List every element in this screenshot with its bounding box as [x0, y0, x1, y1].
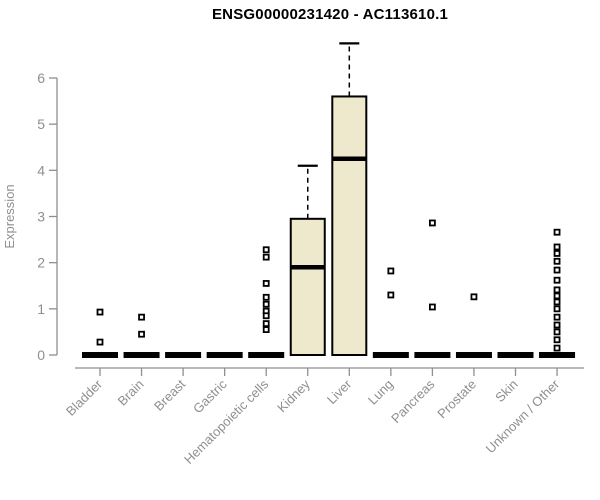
outlier-point [553, 292, 561, 300]
outlier-point [96, 338, 104, 346]
boxplot-lung [372, 267, 409, 358]
outlier-point [138, 330, 145, 338]
y-tick-label: 1 [37, 301, 45, 317]
collapsed-box [165, 352, 202, 358]
x-category-label: Gastric [190, 376, 230, 416]
collapsed-box [372, 352, 409, 358]
boxplot-liver [331, 42, 368, 356]
outlier-point [553, 336, 561, 344]
x-category-label: Lung [365, 377, 396, 408]
y-tick-label: 0 [37, 347, 45, 363]
outlier-point [553, 298, 561, 306]
outlier-point [553, 250, 561, 257]
box [289, 217, 326, 356]
boxplot-brain [123, 313, 160, 358]
outlier-point [553, 344, 561, 352]
outlier-point [262, 300, 270, 308]
collapsed-box [123, 352, 160, 358]
boxplot-pancreas [414, 219, 451, 358]
x-category-label: Skin [492, 377, 520, 405]
outlier-point [138, 313, 145, 321]
outlier-point [262, 253, 270, 261]
outlier-point [96, 308, 104, 316]
outlier-point [553, 328, 561, 336]
boxplot-bladder [82, 308, 118, 358]
collapsed-box [455, 352, 492, 358]
outlier-point [553, 286, 561, 294]
boxplot-prostate [455, 293, 492, 358]
boxplot-skin [497, 352, 534, 358]
outlier-point [262, 320, 270, 328]
boxplot-breast [165, 352, 202, 358]
y-tick-label: 6 [37, 70, 45, 86]
y-tick-label: 3 [37, 209, 45, 225]
collapsed-box [206, 352, 243, 358]
outlier-point [262, 293, 270, 301]
x-category-label: Breast [151, 376, 188, 413]
outlier-point [553, 266, 561, 274]
outlier-point [262, 246, 270, 254]
outlier-point [428, 219, 436, 227]
collapsed-box [539, 352, 576, 358]
boxplot-unknown-other [539, 228, 576, 358]
outlier-point [262, 326, 270, 334]
outlier-point [553, 243, 561, 251]
x-category-label: Bladder [63, 376, 106, 419]
outlier-point [262, 280, 270, 287]
y-tick-label: 2 [37, 255, 45, 271]
x-category-label: Kidney [274, 376, 313, 415]
x-category-label: Pancreas [388, 376, 438, 426]
x-category-label: Liver [324, 376, 355, 407]
y-axis-title: Expression [2, 184, 17, 248]
outlier-point [553, 276, 561, 284]
x-category-label: Brain [115, 377, 147, 409]
collapsed-box [414, 352, 451, 358]
outlier-point [470, 293, 478, 301]
box [331, 95, 368, 356]
outlier-point [553, 257, 561, 265]
boxplot-kidney [289, 164, 326, 356]
outlier-point [553, 305, 561, 313]
collapsed-box [82, 352, 118, 358]
outlier-point [262, 312, 270, 320]
y-tick-label: 4 [37, 162, 45, 178]
outlier-point [387, 291, 395, 299]
boxplot-gastric [206, 352, 243, 358]
collapsed-box [248, 352, 285, 358]
x-category-label: Unknown / Other [483, 376, 563, 456]
chart-title: ENSG00000231420 - AC113610.1 [211, 6, 449, 23]
outlier-point [553, 228, 561, 236]
outlier-point [553, 321, 561, 329]
outlier-point [428, 303, 436, 311]
collapsed-box [497, 352, 534, 358]
boxplot-hematopoietic-cells [248, 246, 285, 358]
x-category-label: Prostate [434, 377, 479, 422]
outlier-point [387, 267, 395, 275]
y-tick-label: 5 [37, 116, 45, 132]
outlier-point [553, 313, 561, 321]
y-axis: 0 1 2 3 4 5 6 Expression [2, 70, 58, 363]
